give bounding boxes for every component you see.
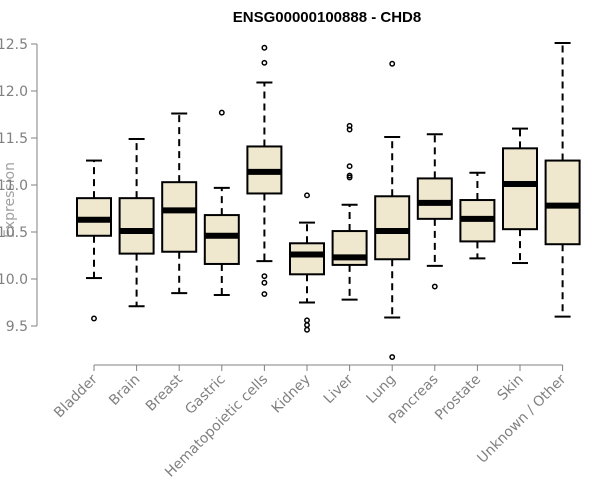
box-9: [459, 171, 496, 260]
box-body: [374, 195, 411, 261]
box-3: [203, 109, 240, 296]
x-tick-label: Liver: [321, 371, 357, 407]
y-tick-label: 12.5: [0, 37, 28, 53]
box-10: [502, 127, 538, 265]
box-body: [161, 181, 198, 253]
x-tick-label: Breast: [143, 371, 187, 415]
box-body: [203, 214, 240, 265]
x-tick-label: Brain: [106, 372, 143, 409]
box-0: [76, 159, 112, 322]
outlier-point: [389, 60, 396, 67]
outlier-point: [389, 354, 396, 360]
box-7: [374, 60, 411, 360]
outlier-point: [304, 317, 310, 324]
y-axis-label: Expression: [2, 162, 18, 238]
y-tick-label: 11.5: [0, 131, 28, 147]
outlier-point: [431, 283, 438, 290]
x-tick-label: Skin: [494, 372, 526, 404]
outlier-point: [261, 44, 268, 51]
y-tick-label: 10.0: [0, 272, 28, 288]
outlier-point: [261, 291, 268, 297]
box-4: [246, 44, 283, 297]
box-body: [289, 242, 325, 276]
outlier-point: [261, 273, 268, 280]
box-2: [161, 112, 198, 295]
x-tick-label: Kidney: [269, 372, 314, 417]
box-8: [416, 133, 453, 290]
y-tick-label: 10.5: [0, 225, 28, 241]
x-tick-label: Prostate: [432, 372, 484, 424]
outlier-point: [91, 315, 97, 322]
outlier-point: [346, 122, 353, 129]
boxes: [76, 42, 581, 360]
outlier-point: [218, 109, 225, 116]
box-body: [544, 159, 581, 246]
box-body: [502, 147, 538, 231]
box-6: [331, 122, 368, 301]
chart-title: ENSG00000100888 - CHD8: [233, 9, 421, 26]
outlier-point: [304, 192, 310, 199]
y-tick-label: 12.0: [0, 84, 28, 100]
x-tick-label: Lung: [364, 372, 399, 407]
box-11: [544, 42, 581, 318]
outlier-point: [346, 163, 353, 170]
box-1: [118, 137, 155, 308]
box-5: [289, 192, 325, 333]
outlier-point: [346, 172, 353, 179]
y-tick-label: 9.5: [6, 319, 28, 335]
outlier-point: [261, 59, 268, 66]
outlier-point: [261, 279, 268, 286]
x-tick-label: Bladder: [51, 371, 101, 421]
box-body: [416, 177, 453, 220]
y-axis: 9.5 10.0 10.5 11.0 11.5 12.0 12.5: [0, 37, 38, 335]
box-body: [118, 197, 155, 255]
outlier-point: [304, 326, 310, 333]
outlier-point: [304, 322, 310, 329]
y-tick-label: 11.0: [0, 178, 28, 194]
